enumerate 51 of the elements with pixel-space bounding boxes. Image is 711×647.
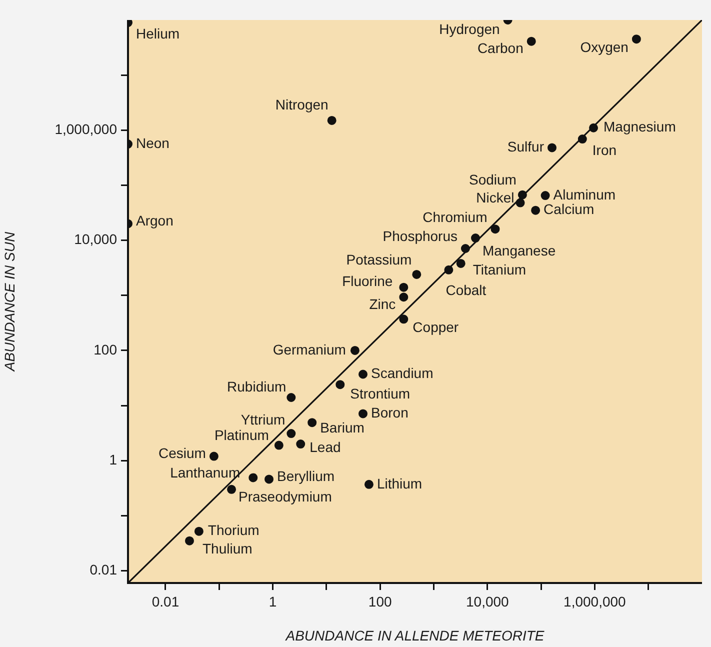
- annotation: Iron: [592, 142, 617, 158]
- annotation: Cesium: [158, 445, 206, 462]
- x-tick-label: 100: [368, 593, 392, 610]
- annotation: Potassium: [346, 251, 412, 268]
- annotation: Boron: [371, 404, 408, 421]
- y-tick-label: 1: [109, 451, 118, 468]
- annotation: Neon: [136, 134, 170, 151]
- y-tick-label: 0.01: [90, 562, 118, 578]
- annotation: Nitrogen: [275, 96, 328, 112]
- annotation: Oxygen: [580, 38, 628, 55]
- annotation: Scandium: [371, 365, 434, 382]
- annotation: Phosphorus: [382, 228, 458, 244]
- annotation: Cobalt: [446, 282, 486, 298]
- annotation: Nickel: [476, 190, 514, 206]
- annotation: Rubidium: [227, 378, 286, 394]
- annotation: Lead: [310, 438, 341, 455]
- annotation: Magnesium: [604, 118, 676, 135]
- annotation: Lanthanum: [170, 464, 240, 481]
- annotation: Yttrium: [240, 411, 286, 428]
- x-tick-label: 1,000,000: [564, 593, 626, 610]
- annotation: Lithium: [376, 475, 422, 492]
- annotation: Aluminum: [553, 186, 616, 202]
- annotation: Argon: [136, 212, 174, 229]
- annotation: Strontium: [350, 385, 410, 402]
- annotation: Praseodymium: [238, 488, 332, 504]
- annotation: Titanium: [472, 261, 526, 278]
- annotation: Copper: [412, 319, 459, 336]
- annotation: Helium: [136, 25, 180, 42]
- y-tick-label: 1,000,000: [54, 121, 118, 138]
- y-tick-label: 100: [94, 341, 118, 358]
- annotation: Thorium: [208, 522, 260, 538]
- annotation: Thulium: [202, 540, 252, 557]
- annotation: Hydrogen: [439, 20, 500, 37]
- annotation: Beryllium: [277, 468, 335, 484]
- annotation: Chromium: [422, 208, 488, 225]
- annotation: Manganese: [482, 242, 556, 258]
- annotation: Zinc: [369, 296, 396, 312]
- annotation: Sulfur: [507, 138, 544, 155]
- annotation: Calcium: [544, 201, 594, 218]
- y-axis-title: ABUNDANCE IN SUN: [1, 230, 18, 372]
- x-tick-label: 10,000: [466, 593, 510, 610]
- annotation: Barium: [320, 419, 364, 436]
- annotation: Platinum: [214, 427, 269, 444]
- annotation: Sodium: [468, 172, 516, 188]
- annotation: Fluorine: [342, 273, 393, 290]
- annotation: Carbon: [477, 40, 524, 56]
- x-tick-label: 0.01: [152, 593, 180, 610]
- y-tick-label: 10,000: [74, 231, 118, 248]
- x-tick-label: 1: [268, 593, 277, 610]
- x-axis-title: ABUNDANCE IN ALLENDE METEORITE: [284, 627, 545, 644]
- annotation: Germanium: [272, 341, 346, 358]
